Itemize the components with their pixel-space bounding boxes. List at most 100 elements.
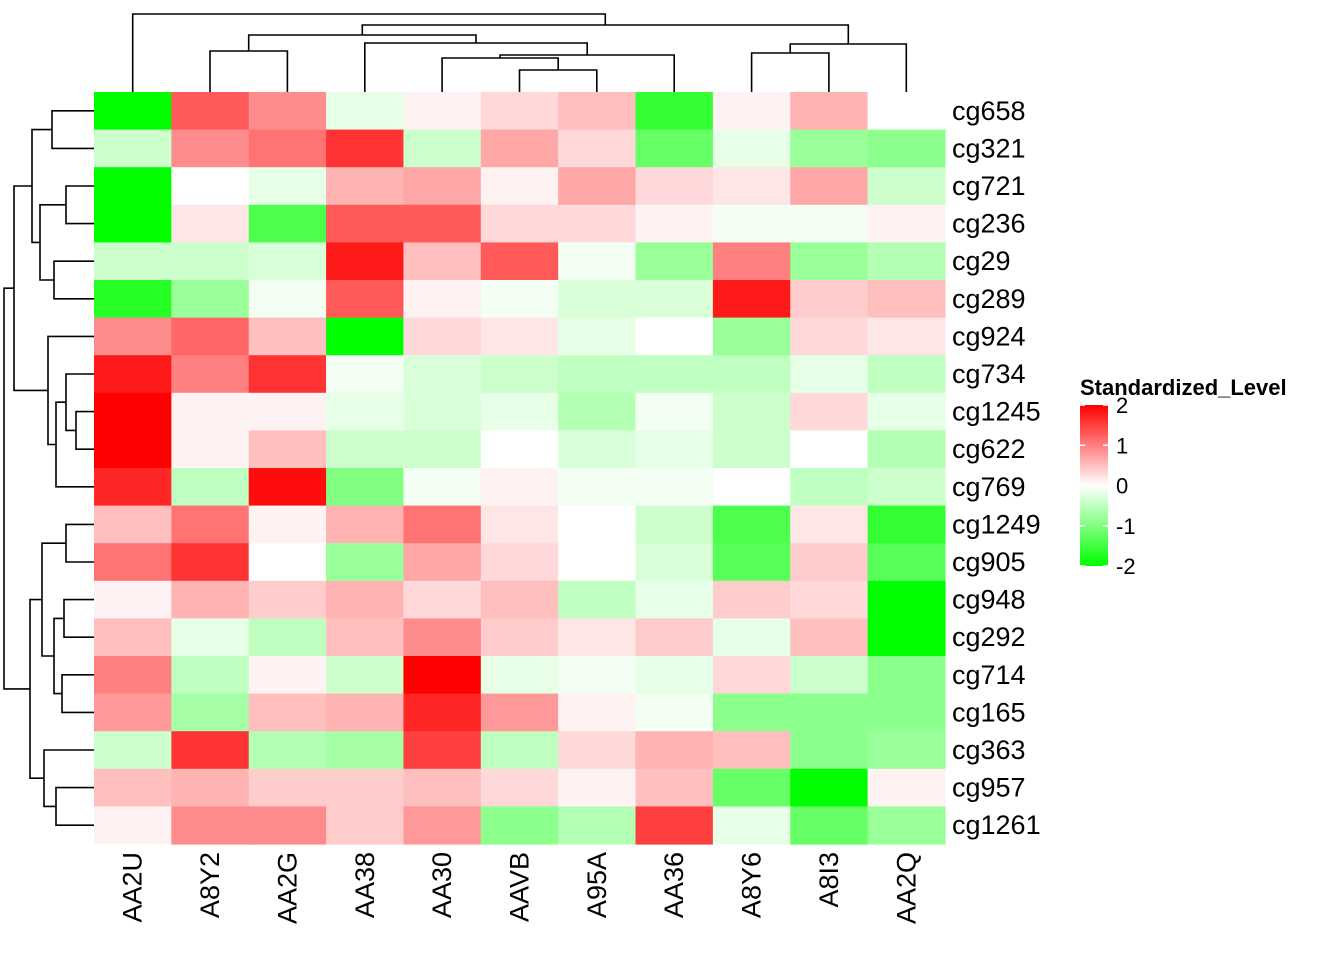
heatmap-cell <box>403 430 482 469</box>
heatmap-cell <box>867 280 946 319</box>
heatmap-cell <box>480 280 559 319</box>
heatmap-cell <box>248 580 327 619</box>
row-label: cg292 <box>952 622 1026 652</box>
heatmap-cell <box>712 242 791 281</box>
heatmap-cell <box>635 505 714 544</box>
heatmap-cell <box>867 468 946 507</box>
dendrogram-branch <box>209 50 289 92</box>
heatmap-cell <box>248 656 327 695</box>
dendrogram-branch <box>789 43 908 92</box>
heatmap-cell <box>480 768 559 807</box>
row-label: cg363 <box>952 735 1026 765</box>
heatmap-cell <box>171 468 250 507</box>
row-label: cg905 <box>952 547 1026 577</box>
heatmap-cell <box>480 468 559 507</box>
row-label: cg658 <box>952 96 1026 126</box>
heatmap-cell <box>480 580 559 619</box>
column-label: AA2Q <box>891 852 921 924</box>
heatmap-cell <box>635 806 714 845</box>
heatmap-cell <box>248 505 327 544</box>
heatmap-cell <box>867 731 946 770</box>
heatmap-cell <box>790 806 869 845</box>
heatmap-cell <box>867 317 946 356</box>
row-label: cg236 <box>952 209 1026 239</box>
heatmap-cell <box>326 280 405 319</box>
heatmap-cell <box>635 242 714 281</box>
row-label: cg321 <box>952 133 1026 163</box>
heatmap-cell <box>248 468 327 507</box>
heatmap-cell <box>558 543 637 582</box>
heatmap-cell <box>171 204 250 243</box>
heatmap-cell <box>867 392 946 431</box>
heatmap-cell <box>94 580 172 619</box>
heatmap-cell <box>712 204 791 243</box>
dendrogram-branch <box>65 185 94 225</box>
heatmap-cell <box>867 580 946 619</box>
heatmap-cell <box>171 806 250 845</box>
heatmap-cell <box>480 242 559 281</box>
row-label: cg29 <box>952 246 1011 276</box>
legend-tick-label: -2 <box>1116 554 1136 579</box>
heatmap-cell <box>403 92 482 131</box>
dendrogram-branch <box>47 335 94 446</box>
heatmap-cell <box>480 167 559 206</box>
row-label: cg714 <box>952 660 1026 690</box>
heatmap-cell <box>248 618 327 657</box>
heatmap-cell <box>867 430 946 469</box>
color-legend: Standardized_Level 2 1 0 -1 -2 <box>1080 375 1287 579</box>
heatmap-cell <box>867 693 946 732</box>
heatmap-cell <box>403 656 482 695</box>
heatmap-cell <box>403 242 482 281</box>
row-dendrogram <box>3 110 94 826</box>
heatmap-cell <box>403 731 482 770</box>
dendrogram-branch <box>63 598 94 638</box>
heatmap-cell <box>403 167 482 206</box>
heatmap-cell <box>94 543 172 582</box>
heatmap-cell <box>712 505 791 544</box>
heatmap-cell <box>480 806 559 845</box>
heatmap-cell <box>635 167 714 206</box>
heatmap-cell <box>712 580 791 619</box>
column-label: A8Y2 <box>195 852 225 918</box>
heatmap-cell <box>326 580 405 619</box>
heatmap-cell <box>712 543 791 582</box>
row-label: cg948 <box>952 585 1026 615</box>
heatmap-cell <box>558 693 637 732</box>
legend-tick-label: 1 <box>1116 433 1128 458</box>
heatmap-cell <box>558 129 637 168</box>
heatmap-cell <box>558 618 637 657</box>
heatmap-cell <box>403 280 482 319</box>
heatmap-cell <box>171 92 250 131</box>
heatmap-cell <box>790 768 869 807</box>
heatmap-cell <box>558 806 637 845</box>
heatmap-cell <box>558 505 637 544</box>
heatmap-cell <box>480 430 559 469</box>
heatmap-cell <box>635 768 714 807</box>
heatmap-cell <box>635 430 714 469</box>
dendrogram-branch <box>131 13 607 92</box>
heatmap-cell <box>712 806 791 845</box>
heatmap-cell <box>558 731 637 770</box>
heatmap-cell <box>867 92 946 131</box>
heatmap-cell <box>171 242 250 281</box>
heatmap-cell <box>171 656 250 695</box>
heatmap-cell <box>248 768 327 807</box>
dendrogram-branch <box>75 410 94 450</box>
heatmap-cell <box>171 505 250 544</box>
heatmap-cell <box>94 355 172 394</box>
heatmap-cell <box>635 693 714 732</box>
row-label: cg721 <box>952 171 1026 201</box>
heatmap-cell <box>326 693 405 732</box>
heatmap-cell <box>712 618 791 657</box>
heatmap-cell <box>326 468 405 507</box>
heatmap-cell <box>712 317 791 356</box>
heatmap-cell <box>171 167 250 206</box>
dendrogram-branch <box>31 128 52 244</box>
column-label: A95A <box>582 852 612 918</box>
dendrogram-branch <box>65 373 94 432</box>
heatmap-cell <box>248 806 327 845</box>
dendrogram-branch <box>55 401 94 488</box>
heatmap-cell <box>171 580 250 619</box>
heatmap-cell <box>790 618 869 657</box>
